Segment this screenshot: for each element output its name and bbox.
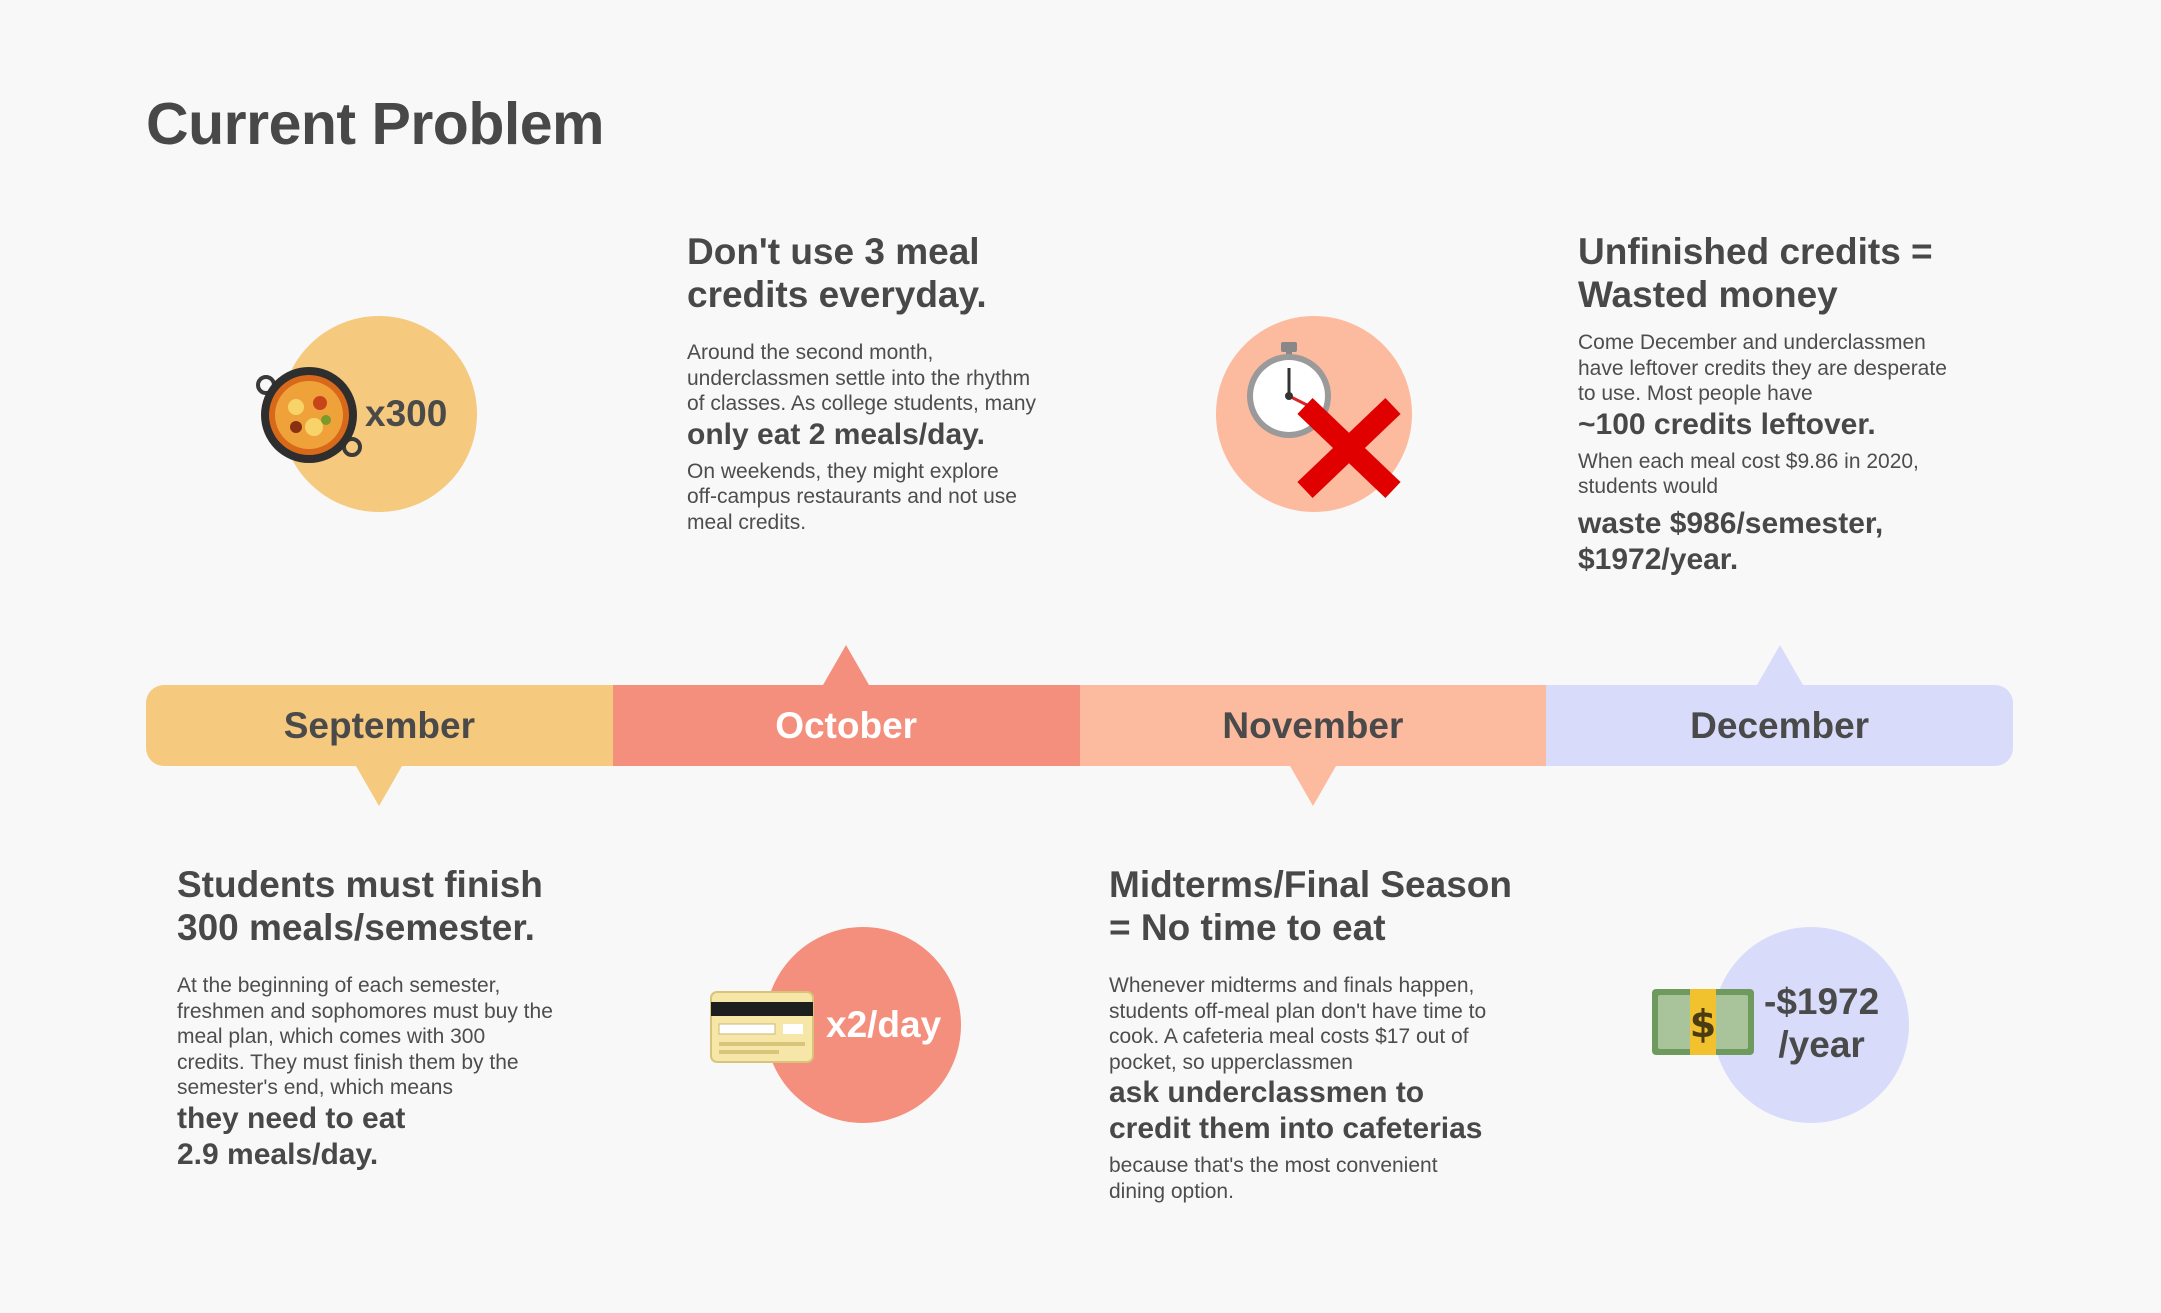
november-emphasis-line: ask underclassmen to — [1109, 1076, 1425, 1109]
december-badge-line2: /year — [1778, 1024, 1865, 1065]
december-emphasis2-line: waste $986/semester, — [1578, 506, 1884, 540]
december-text-block: Unfinished credits = Wasted money Come D… — [1578, 230, 2038, 578]
november-heading-line2: = No time to eat — [1109, 907, 1386, 948]
timeline-november-label: November — [1222, 704, 1404, 746]
november-body-line: pocket, so upperclassmen — [1109, 1050, 1353, 1074]
october-body-line: of classes. As college students, many — [687, 392, 1037, 415]
timeline-december: December — [1546, 645, 2013, 766]
october-body2-line: meal credits. — [687, 510, 807, 534]
november-body-line: students off-meal plan don't have time t… — [1109, 999, 1487, 1023]
stopwatch-cross-icon — [1243, 340, 1403, 505]
september-heading-line1: Students must finish — [177, 864, 543, 905]
september-emphasis-line: 2.9 meals/day. — [177, 1137, 379, 1171]
november-body2-line: because that's the most convenient — [1109, 1154, 1438, 1177]
november-heading-line1: Midterms/Final Season — [1109, 864, 1512, 905]
december-emphasis: ~100 credits leftover. — [1578, 407, 1876, 441]
october-pointer — [823, 645, 870, 685]
october-badge-label: x2/day — [826, 1004, 942, 1045]
december-heading-line2: Wasted money — [1578, 274, 1838, 315]
september-body-line: meal plan, which comes with 300 — [177, 1025, 486, 1048]
september-body-line: credits. They must finish them by the — [177, 1050, 519, 1074]
september-heading-line2: 300 meals/semester. — [177, 907, 535, 948]
december-badge-line1: -$1972 — [1764, 981, 1880, 1022]
october-body2-line: off-campus restaurants and not use — [687, 485, 1017, 508]
november-text-block: Midterms/Final Season = No time to eat W… — [1109, 863, 1579, 1204]
september-emphasis-line: they need to eat — [177, 1101, 406, 1135]
november-body-line: cook. A cafeteria meal costs $17 out of — [1109, 1025, 1469, 1048]
december-heading-line1: Unfinished credits = — [1578, 231, 1933, 272]
september-badge-label: x300 — [365, 393, 448, 434]
october-body-line: underclassmen settle into the rhythm — [687, 366, 1031, 390]
december-body-line: have leftover credits they are desperate — [1578, 356, 1947, 380]
october-emphasis: only eat 2 meals/day. — [687, 417, 985, 451]
december-body-line: to use. Most people have — [1578, 382, 1813, 405]
december-emphasis2-line: $1972/year. — [1578, 542, 1739, 576]
october-body2-line: On weekends, they might explore — [687, 459, 999, 483]
september-body-line: freshmen and sophomores must buy the — [177, 999, 553, 1023]
timeline-december-label: December — [1690, 704, 1870, 746]
november-body-line: Whenever midterms and finals happen, — [1109, 974, 1475, 997]
november-pointer — [1289, 766, 1336, 806]
november-emphasis-line: credit them into cafeterias — [1109, 1112, 1483, 1145]
september-text-block: Students must finish 300 meals/semester.… — [177, 863, 617, 1173]
september-body-line: At the beginning of each semester, — [177, 974, 501, 997]
paella-pan-icon — [256, 365, 362, 470]
money-stack-icon: $ — [1650, 985, 1756, 1064]
december-badge-label: -$1972 /year — [1764, 980, 1879, 1066]
december-body2-line: students would — [1578, 475, 1719, 498]
october-text-block: Don't use 3 meal credits everyday. Aroun… — [687, 230, 1107, 535]
month-timeline: September October November December — [146, 645, 2013, 806]
october-heading-line1: Don't use 3 meal — [687, 231, 980, 272]
september-pointer — [356, 766, 403, 806]
timeline-october: October — [612, 645, 1080, 766]
september-body-line: semester's end, which means — [177, 1076, 453, 1099]
timeline-october-label: October — [775, 704, 918, 746]
credit-card-icon — [709, 990, 815, 1069]
october-body-line: Around the second month, — [687, 341, 934, 364]
svg-text:$: $ — [1690, 1002, 1716, 1046]
december-body2-line: When each meal cost $9.86 in 2020, — [1578, 449, 1919, 473]
october-heading-line2: credits everyday. — [687, 274, 987, 315]
december-pointer — [1756, 645, 1803, 685]
timeline-november: November — [1079, 685, 1547, 806]
november-body2-line: dining option. — [1109, 1179, 1234, 1203]
page-title: Current Problem — [146, 91, 605, 157]
timeline-september-label: September — [283, 704, 475, 746]
timeline-september: September — [146, 685, 613, 806]
december-body-line: Come December and underclassmen — [1578, 331, 1926, 354]
